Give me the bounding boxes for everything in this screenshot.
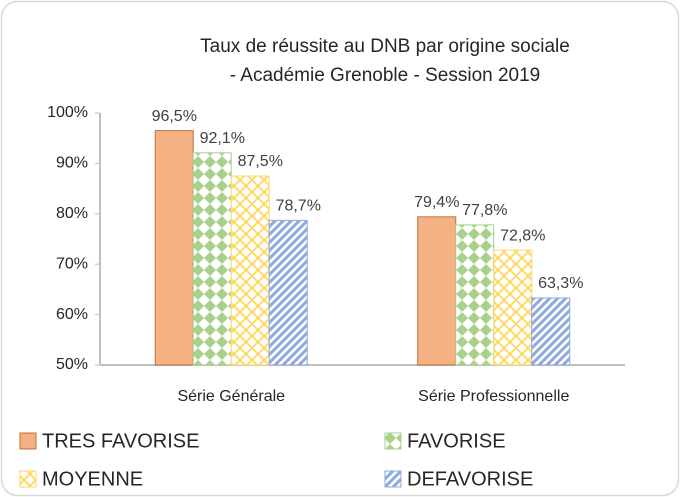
- x-tick-label: Série Professionnelle: [418, 388, 569, 405]
- value-label: 79,4%: [414, 194, 459, 211]
- chart-subtitle: - Académie Grenoble - Session 2019: [230, 65, 541, 86]
- value-label: 77,8%: [462, 202, 507, 219]
- y-tick-label: 70%: [56, 255, 88, 272]
- legend-label: DEFAVORISE: [407, 468, 533, 490]
- value-label: 92,1%: [200, 130, 245, 147]
- y-tick-label: 80%: [56, 205, 88, 222]
- legend-label: TRES FAVORISE: [42, 430, 199, 452]
- bar: [493, 249, 533, 366]
- legend-swatch: [384, 432, 402, 450]
- bar: [230, 175, 270, 366]
- bar: [531, 297, 571, 366]
- chart-title: Taux de réussite au DNB par origine soci…: [200, 36, 570, 57]
- legend-label: FAVORISE: [407, 430, 506, 452]
- legend-swatch: [19, 470, 37, 488]
- value-label: 72,8%: [500, 227, 545, 244]
- bar: [268, 219, 308, 366]
- value-label: 78,7%: [276, 198, 321, 215]
- bar: [455, 224, 495, 366]
- legend-swatch: [384, 470, 402, 488]
- bar: [417, 216, 457, 366]
- x-tick-label: Série Générale: [177, 388, 285, 405]
- legend-label: MOYENNE: [42, 468, 143, 490]
- y-tick-label: 60%: [56, 306, 88, 323]
- y-tick-label: 100%: [47, 104, 88, 121]
- bar: [192, 152, 232, 366]
- bar: [154, 130, 194, 366]
- value-label: 96,5%: [152, 108, 197, 125]
- legend-swatch: [19, 432, 37, 450]
- y-tick-label: 50%: [56, 356, 88, 373]
- value-label: 63,3%: [538, 275, 583, 292]
- value-label: 87,5%: [238, 153, 283, 170]
- y-tick-label: 90%: [56, 155, 88, 172]
